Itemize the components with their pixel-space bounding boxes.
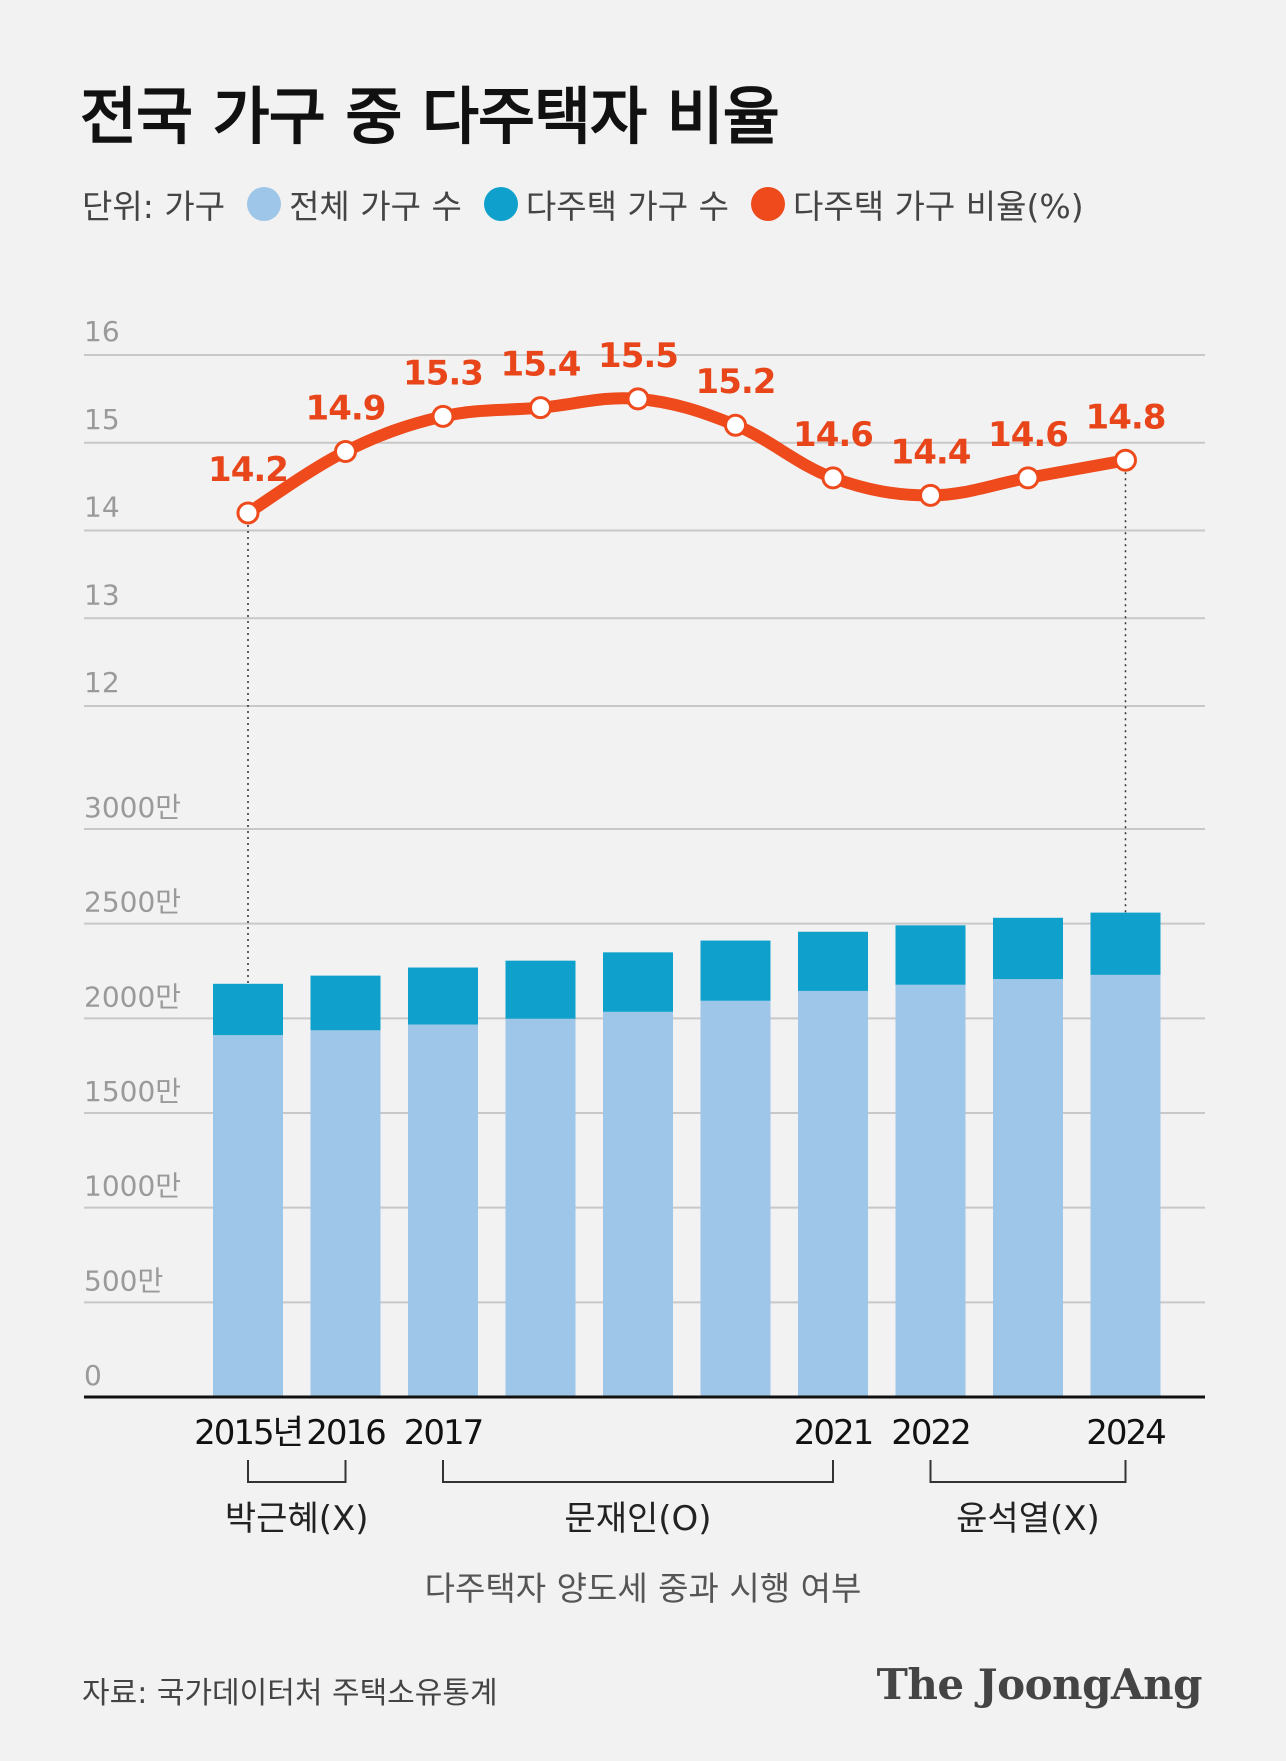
ratio-data-label: 14.8 [1086,397,1166,437]
ratio-tick-label: 12 [84,666,120,699]
ratio-tick-label: 16 [84,315,120,348]
count-tick-label: 1000만 [84,1170,181,1203]
bar-multi [798,931,868,991]
chart-title: 전국 가구 중 다주택자 비율 [80,80,780,153]
bar-multi [1090,912,1161,975]
ratio-tick-label: 13 [84,578,120,611]
ratio-data-label: 15.2 [696,362,776,402]
ratio-tick-label: 15 [84,403,120,436]
count-tick-label: 2500만 [84,886,181,919]
bar-multi [700,940,771,1001]
ratio-tick-label: 14 [84,491,120,524]
period-bracket [247,1460,347,1483]
legend-ratio-swatch [750,187,785,221]
bar-multi [603,952,673,1012]
count-tick-label: 0 [84,1359,102,1392]
ratio-point [236,501,260,525]
legend-item-total: 전체 가구 수 [247,180,462,228]
ratio-data-label: 14.2 [208,450,288,490]
ratio-line [242,392,1132,519]
legend-total-swatch [247,187,282,221]
period-label: 박근혜(X) [225,1499,369,1539]
brand-logo: The JoongAng [876,1660,1203,1709]
bar-total [993,979,1063,1397]
period-bracket [929,1460,1127,1483]
period-label: 윤석열(X) [956,1499,1100,1539]
count-tick-label: 3000만 [84,791,181,824]
periods-caption: 다주택자 양도세 중과 시행 여부 [425,1569,862,1608]
legend-ratio-label: 다주택 가구 비율(%) [792,187,1084,226]
ratio-data-label: 14.4 [891,432,971,472]
bar-total [408,1024,478,1397]
legend-multi-swatch [483,187,518,221]
legend-total-label: 전체 가구 수 [289,187,462,226]
bar-multi [213,983,283,1036]
legend: 단위: 가구 전체 가구 수 다주택 가구 수 다주택 가구 비율(%) [82,180,1084,228]
bar-multi [993,917,1063,980]
ratio-point [919,483,942,507]
ratio-point [821,466,845,490]
bar-total [1090,974,1161,1397]
x-tick-label: 2015년 [194,1413,302,1453]
count-tick-label: 1500만 [84,1075,181,1108]
x-tick-label: 2016 [306,1413,385,1453]
ratio-data-label: 14.6 [793,415,873,455]
period-bracket [442,1460,834,1483]
legend-item-ratio: 다주택 가구 비율(%) [750,180,1084,228]
bar-total [798,990,868,1397]
ratio-data-label: 15.4 [501,345,581,385]
bar-total [603,1011,673,1397]
bar-total [700,1000,771,1397]
period-label: 문재인(O) [564,1499,711,1539]
ratio-data-label: 14.9 [306,389,386,429]
bar-total [213,1035,283,1397]
source-note: 자료: 국가데이터처 주택소유통계 [82,1676,498,1711]
x-tick-label: 2022 [891,1413,970,1453]
ratio-data-label: 15.5 [598,336,678,376]
x-tick-label: 2017 [404,1413,483,1453]
ratio-point [626,387,650,411]
ratio-point [334,440,357,464]
ratio-point [529,396,552,420]
bar-multi [310,975,381,1031]
ratio-point [1016,466,1040,490]
x-tick-label: 2021 [794,1413,873,1453]
legend-unit: 단위: 가구 [82,187,226,226]
bar-multi [505,960,576,1019]
count-tick-label: 500만 [84,1264,163,1297]
bar-total [895,984,966,1397]
bar-total [505,1018,576,1397]
count-tick-label: 2000만 [84,980,181,1013]
bar-multi [895,925,966,985]
ratio-point [724,413,747,437]
legend-item-multi: 다주택 가구 수 [483,180,729,228]
x-tick-label: 2024 [1086,1413,1165,1453]
ratio-point [1114,448,1137,472]
legend-multi-label: 다주택 가구 수 [525,187,729,226]
ratio-point [431,404,455,428]
bar-multi [408,967,478,1025]
bar-total [310,1030,381,1397]
ratio-data-label: 14.6 [988,415,1068,455]
ratio-data-label: 15.3 [403,353,483,393]
